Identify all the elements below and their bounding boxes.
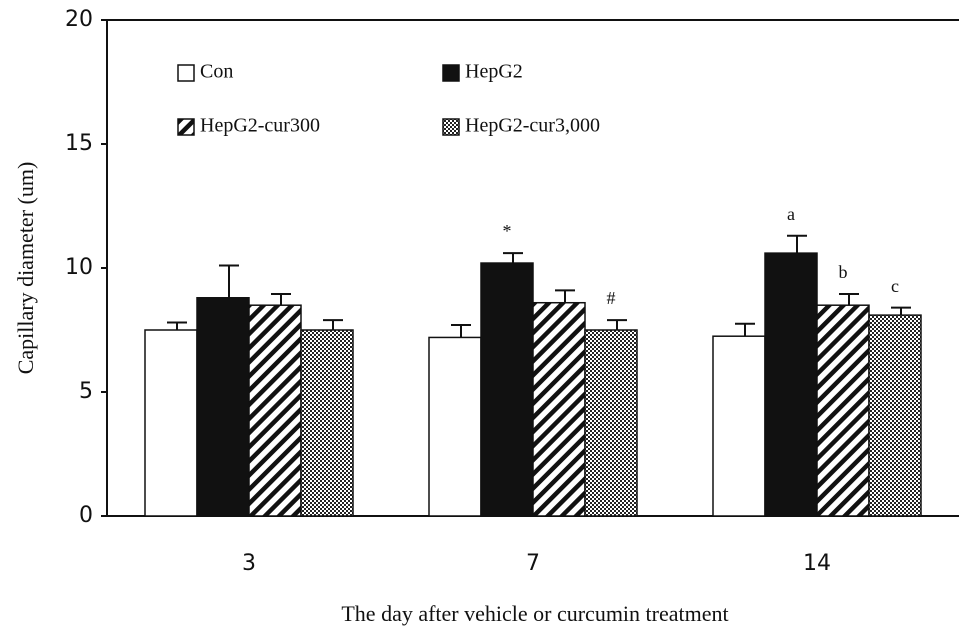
legend-label: HepG2-cur300	[200, 115, 320, 137]
annotation: c	[891, 276, 899, 296]
y-tick-label: 20	[65, 7, 93, 32]
bar	[712, 335, 766, 517]
x-tick-label: 14	[803, 551, 831, 576]
bar	[584, 329, 638, 517]
legend-label: Con	[200, 61, 233, 83]
annotation: a	[787, 204, 795, 224]
bar	[816, 304, 870, 517]
legend-swatch	[177, 64, 195, 82]
bar	[764, 252, 818, 517]
annotation: *	[503, 221, 512, 241]
bar	[480, 262, 534, 517]
legend-swatch	[442, 118, 460, 136]
bar	[300, 329, 354, 517]
y-axis-label: Capillary diameter (um)	[13, 162, 38, 375]
x-axis-label: The day after vehicle or curcumin treatm…	[341, 601, 728, 626]
bar	[532, 301, 586, 517]
legend-label: HepG2-cur3,000	[465, 115, 600, 137]
annotation: b	[839, 262, 848, 282]
bar	[868, 314, 922, 517]
bar	[196, 297, 250, 517]
y-tick-label: 10	[65, 255, 93, 280]
x-tick-label: 3	[242, 551, 256, 576]
y-tick-label: 5	[79, 379, 93, 404]
x-tick-label: 7	[526, 551, 540, 576]
bar	[144, 329, 198, 517]
legend-label: HepG2	[465, 61, 523, 83]
y-tick-label: 15	[65, 131, 93, 156]
legend-swatch	[177, 118, 195, 136]
bar	[248, 304, 302, 517]
legend-swatch	[442, 64, 460, 82]
bar	[428, 336, 482, 517]
y-tick-label: 0	[79, 503, 93, 528]
annotation: #	[607, 288, 616, 308]
